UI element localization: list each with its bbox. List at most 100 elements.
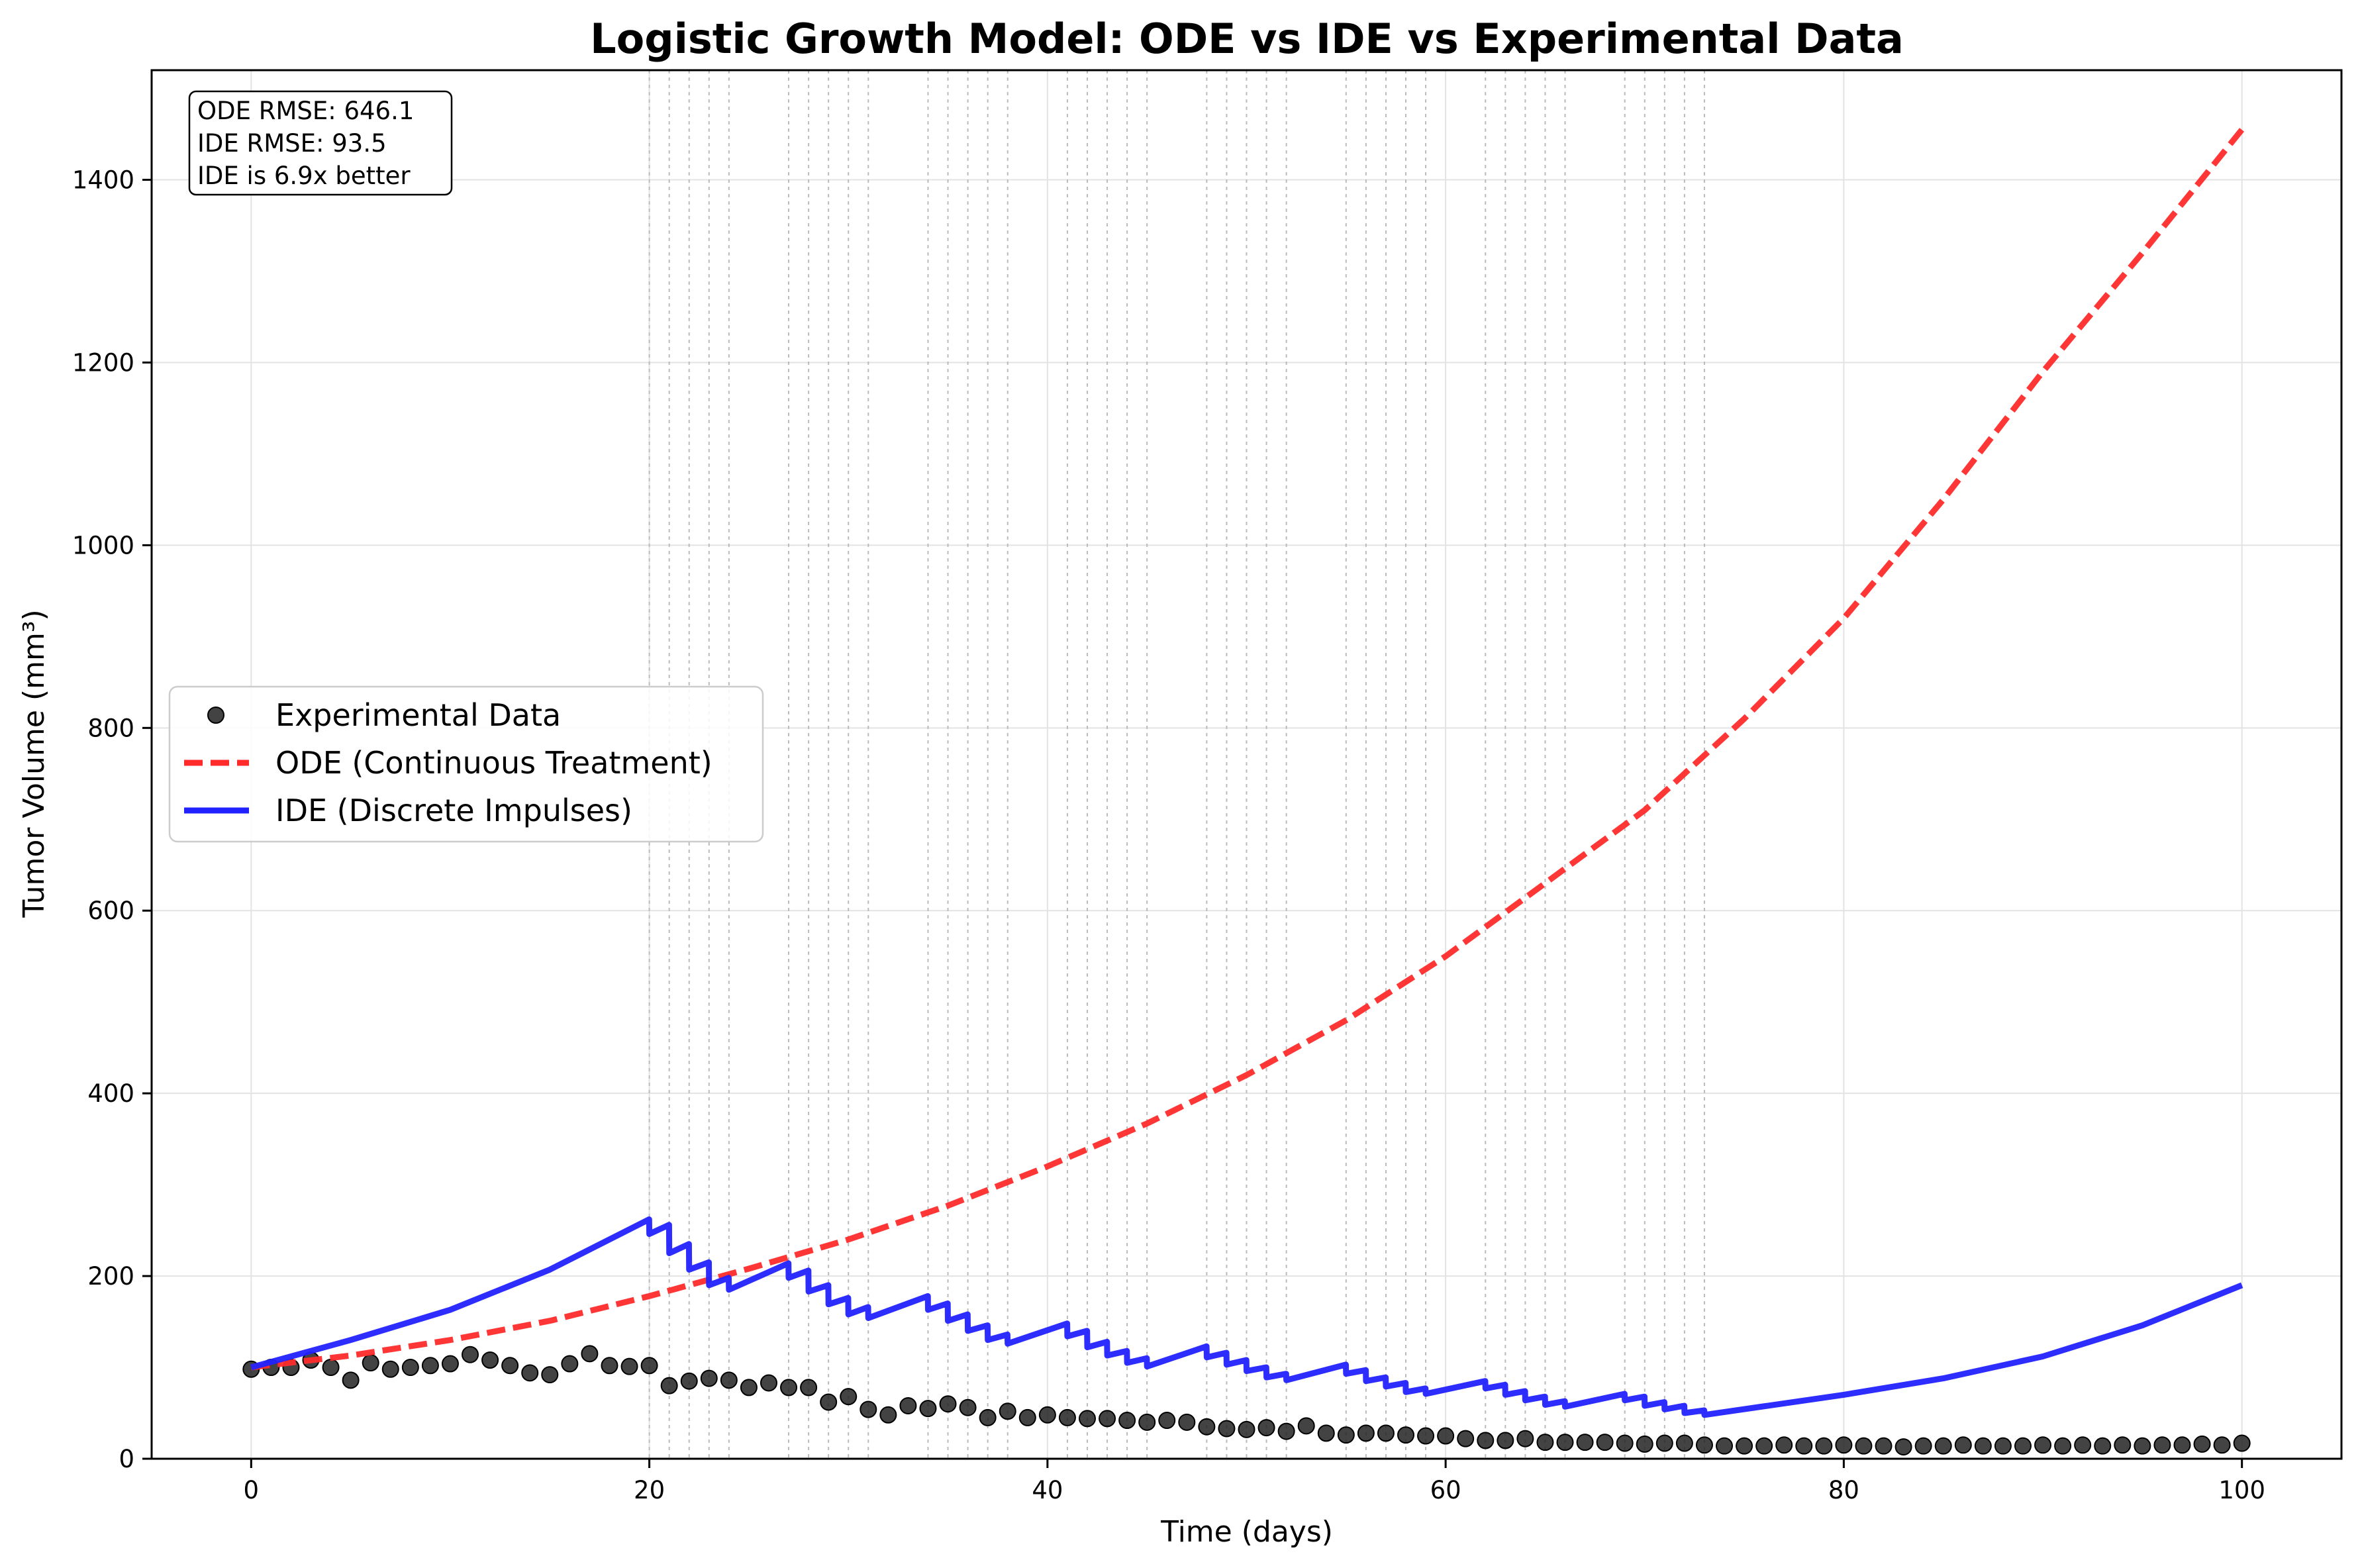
x-tick-label: 100	[2218, 1476, 2265, 1504]
data-point	[1317, 1424, 1335, 1442]
data-point	[1457, 1430, 1475, 1447]
data-point	[1675, 1434, 1693, 1452]
data-point	[1337, 1426, 1355, 1444]
x-tick-label: 40	[1032, 1476, 1063, 1504]
data-point	[1755, 1437, 1773, 1455]
data-point	[999, 1402, 1016, 1420]
data-point	[740, 1379, 758, 1396]
data-point	[680, 1372, 698, 1390]
data-point	[1417, 1427, 1435, 1445]
data-point	[1099, 1410, 1116, 1428]
y-tick-label: 0	[119, 1445, 134, 1473]
x-tick-label: 0	[244, 1476, 260, 1504]
data-point	[1736, 1437, 1753, 1455]
data-point	[780, 1379, 798, 1396]
data-point	[1536, 1434, 1554, 1451]
data-point	[2054, 1437, 2072, 1455]
data-point	[1218, 1420, 1236, 1438]
data-point	[1695, 1436, 1713, 1454]
data-point	[481, 1351, 499, 1369]
data-point	[342, 1371, 360, 1389]
data-point	[840, 1388, 858, 1406]
y-axis-label: Tumor Volume (mm³)	[17, 609, 51, 918]
data-point	[720, 1371, 738, 1389]
y-tick-label: 400	[87, 1079, 134, 1108]
y-tick-label: 600	[87, 897, 134, 925]
data-point	[1038, 1406, 1056, 1424]
data-point	[322, 1359, 340, 1377]
data-point	[401, 1359, 419, 1377]
stats-ode-rmse: ODE RMSE: 646.1	[197, 97, 414, 125]
data-point	[1158, 1412, 1176, 1430]
data-point	[1397, 1426, 1415, 1444]
y-tick-label: 800	[87, 714, 134, 742]
stats-box: ODE RMSE: 646.1 IDE RMSE: 93.5 IDE is 6.…	[188, 90, 453, 196]
stats-ide-rmse: IDE RMSE: 93.5	[197, 129, 387, 158]
data-point	[1855, 1437, 1873, 1455]
y-tick-label: 1200	[72, 348, 134, 377]
chart-title: Logistic Growth Model: ODE vs IDE vs Exp…	[590, 15, 1904, 63]
data-point	[1835, 1436, 1853, 1454]
data-point	[2233, 1434, 2251, 1452]
data-point	[2134, 1437, 2151, 1455]
data-point	[1994, 1437, 2012, 1455]
data-point	[541, 1366, 559, 1384]
data-point	[581, 1345, 599, 1363]
data-point	[1497, 1432, 1514, 1449]
data-point	[1655, 1434, 1673, 1452]
data-point	[381, 1360, 399, 1378]
data-point	[700, 1369, 718, 1387]
data-point	[1198, 1418, 1216, 1436]
data-point	[899, 1396, 917, 1414]
data-point	[919, 1400, 937, 1418]
data-point	[2094, 1437, 2112, 1455]
data-point	[2193, 1435, 2211, 1453]
legend-label-experimental: Experimental Data	[275, 697, 561, 733]
legend: Experimental Data ODE (Continuous Treatm…	[168, 685, 764, 843]
legend-label-ide: IDE (Discrete Impulses)	[275, 793, 632, 828]
data-point	[640, 1357, 658, 1375]
data-point	[521, 1364, 539, 1382]
series-ode-line	[250, 127, 2245, 1371]
data-point	[1934, 1437, 1952, 1455]
data-point	[2074, 1436, 2092, 1454]
data-point	[760, 1374, 777, 1392]
data-point	[979, 1408, 997, 1426]
data-point	[860, 1400, 877, 1418]
data-point	[1277, 1422, 1295, 1440]
data-point	[1616, 1434, 1634, 1452]
data-point	[1078, 1410, 1096, 1428]
data-point	[2114, 1436, 2132, 1454]
x-tick-label: 60	[1430, 1476, 1461, 1504]
data-point	[1914, 1437, 1932, 1455]
data-point	[1018, 1408, 1036, 1426]
data-point	[1477, 1432, 1495, 1449]
data-point	[1297, 1417, 1315, 1435]
data-point	[660, 1377, 678, 1395]
data-point	[1178, 1413, 1196, 1431]
data-point	[561, 1355, 579, 1373]
legend-label-ode: ODE (Continuous Treatment)	[275, 745, 713, 781]
data-point	[421, 1357, 439, 1375]
data-point	[1257, 1419, 1275, 1437]
y-tick-label: 200	[87, 1262, 134, 1291]
data-point	[1875, 1437, 1893, 1455]
data-point	[501, 1357, 519, 1375]
data-point	[1596, 1434, 1614, 1451]
data-point	[939, 1395, 957, 1413]
data-point	[2014, 1437, 2032, 1455]
x-tick-label: 20	[634, 1476, 665, 1504]
data-point	[1437, 1427, 1455, 1445]
data-point	[1795, 1437, 1813, 1455]
data-point	[2153, 1436, 2171, 1454]
plot-frame	[150, 69, 2343, 1460]
data-point	[1556, 1434, 1574, 1451]
data-point	[1238, 1420, 1255, 1438]
data-point	[1636, 1435, 1653, 1453]
data-point	[1815, 1437, 1833, 1455]
legend-frame	[168, 685, 764, 843]
data-point	[1377, 1424, 1395, 1442]
